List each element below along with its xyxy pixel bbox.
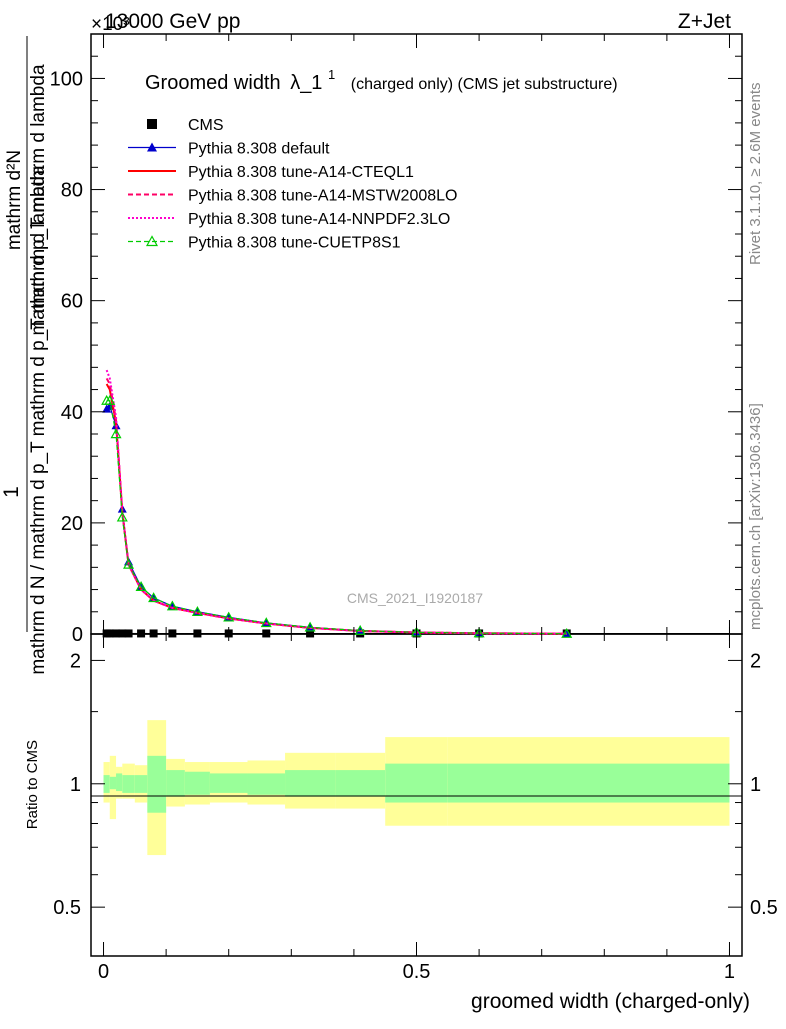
legend-label: Pythia 8.308 tune-A14-MSTW2008LO <box>188 188 457 205</box>
plot-title-rest: (charged only) (CMS jet substructure) <box>351 76 618 93</box>
cuetp8s1-marker <box>191 606 203 616</box>
ratio-band-inner <box>247 773 286 795</box>
ratio-band-inner <box>447 763 730 803</box>
ratio-band-inner <box>103 775 110 793</box>
ratio-y-tick-label-right: 2 <box>750 650 761 672</box>
legend-marker-triangle <box>147 142 157 152</box>
series-line <box>105 377 567 635</box>
ratio-y-tick-label: 2 <box>70 650 81 672</box>
cuetp8s1-marker <box>166 600 178 611</box>
main-axes: 0 20 40 60 80 100 <box>50 33 742 646</box>
plot-title-lambda: λ_1 <box>290 72 322 94</box>
cuetp8s1-marker <box>116 511 128 522</box>
cuetp8s1-marker <box>104 394 116 405</box>
legend-label: Pythia 8.308 tune-A14-CTEQL1 <box>188 164 414 181</box>
cuetp8s1-marker <box>354 624 366 635</box>
ratio-band-inner <box>209 773 248 793</box>
ratio-band-inner <box>184 771 210 795</box>
x-tick-label: 1 <box>724 961 735 983</box>
ratio-band-inner <box>285 770 336 797</box>
ratio-band-inner <box>116 773 123 792</box>
legend-marker-open-triangle <box>145 235 159 247</box>
legend-label: Pythia 8.308 tune-A14-NNPDF2.3LO <box>188 211 450 228</box>
cuetp8s1-marker <box>223 611 235 622</box>
x-axis-label: groomed width (charged-only) <box>471 990 750 1013</box>
header-energy: 13000 GeV pp <box>105 10 240 33</box>
y-tick-label: 20 <box>61 513 83 535</box>
ratio-band-inner <box>122 775 135 793</box>
cuetp8s1-marker <box>110 428 122 439</box>
y-tick-label: 0 <box>72 624 83 646</box>
legend-marker-cms <box>147 119 157 129</box>
main-ylabel-top: 1 <box>0 486 23 498</box>
series-line <box>106 405 567 635</box>
legend-label: Pythia 8.308 tune-CUETP8S1 <box>188 235 401 252</box>
legend-label: Pythia 8.308 default <box>188 141 330 158</box>
cuetp8s1-marker <box>123 558 135 569</box>
ratio-band-inner <box>335 770 386 797</box>
ratio-band-inner <box>385 763 448 803</box>
main-ylabel-numerator-line2: mathrm d p_T mathrm d lambda <box>28 64 49 335</box>
y-tick-label: 100 <box>50 68 83 90</box>
x-tick-label: 0 <box>98 961 109 983</box>
mcplots-text: mcplots.cern.ch [arXiv:1306.3436] <box>747 403 764 630</box>
plot-title: Groomed width λ_1 1 (charged only) (CMS … <box>145 62 618 94</box>
ratio-band-inner <box>109 776 117 790</box>
series-line <box>105 383 567 635</box>
ratio-y-tick-label: 1 <box>70 774 81 796</box>
default-marker <box>105 401 115 410</box>
ratio-band-inner <box>166 770 185 797</box>
y-exponent-label: ×10³ <box>91 14 130 35</box>
header-process: Z+Jet <box>678 10 731 33</box>
plot-title-sup: 1 <box>328 67 335 82</box>
x-tick-label: 0.5 <box>403 961 431 983</box>
legend-label: CMS <box>188 117 224 134</box>
y-tick-label: 80 <box>61 180 83 202</box>
y-tick-label: 40 <box>61 402 83 424</box>
cuetp8s1-marker <box>135 581 147 591</box>
cuetp8s1-marker <box>148 592 160 603</box>
ratio-bands <box>103 720 730 856</box>
y-tick-label: 60 <box>61 291 83 313</box>
cuetp8s1-marker <box>260 617 272 628</box>
analysis-watermark: CMS_2021_I1920187 <box>347 590 483 606</box>
cuetp8s1-marker <box>561 627 573 638</box>
ratio-y-tick-label: 0.5 <box>53 897 81 919</box>
ratio-ylabel: Ratio to CMS <box>24 740 41 829</box>
ratio-axes: 0.5 0.5 1 1 2 2 0 0.5 1 <box>53 634 778 983</box>
legend: CMS Pythia 8.308 default Pythia 8.308 tune… <box>128 117 457 252</box>
main-ylabel-denominator: mathrm d N / mathrm d p_T mathrm d p_T m… <box>28 165 49 675</box>
rivet-version-text: Rivet 3.1.10, ≥ 2.6M events <box>747 83 764 266</box>
series-line <box>105 369 567 635</box>
ratio-y-tick-label-right: 0.5 <box>750 897 778 919</box>
cuetp8s1-marker <box>304 621 316 632</box>
plot-title-main: Groomed width <box>145 72 281 94</box>
main-ylabel-numerator: mathrm d²N <box>4 150 25 250</box>
series-line <box>106 400 567 635</box>
ratio-band-inner <box>134 775 148 793</box>
ratio-y-tick-label-right: 1 <box>750 774 761 796</box>
ratio-band-inner <box>147 755 167 813</box>
